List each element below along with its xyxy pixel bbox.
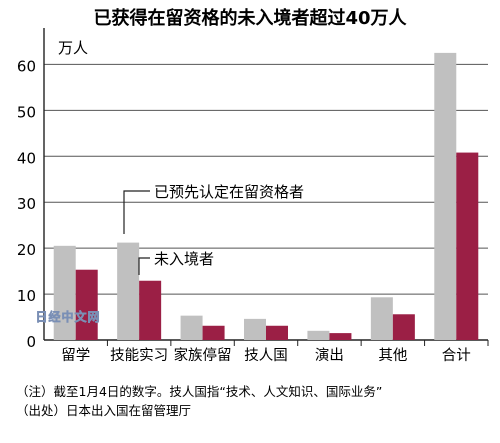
y-axis: 0 10 20 30 40 50 60: [17, 28, 45, 351]
bar-precertified: [434, 52, 457, 340]
y-unit-label: 万人: [58, 39, 88, 57]
x-tick-label: 家族停留: [174, 347, 232, 364]
bar-precertified: [53, 245, 76, 340]
bar-not-entered: [266, 325, 288, 340]
bar-precertified: [180, 315, 203, 340]
x-tick-label: 演出: [315, 347, 344, 364]
bar-precertified: [244, 318, 266, 340]
chart-title: 已获得在留资格的未入境者超过40万人: [93, 7, 407, 29]
x-tick-label: 合计: [442, 347, 471, 364]
y-tick-label: 0: [26, 333, 36, 351]
y-tick-label: 60: [17, 57, 36, 75]
series2-leader-line: [138, 257, 150, 275]
bar-not-entered: [139, 280, 162, 340]
x-axis-labels: 留学 技能实习 家族停留 技人国 演出 其他 合计: [61, 340, 489, 364]
series1-annotation: 已预先认定在留资格者: [154, 183, 304, 201]
bars: [53, 52, 479, 340]
series2-annotation: 未入境者: [154, 250, 214, 268]
x-tick-label: 技人国: [244, 347, 288, 364]
series1-leader-line: [123, 190, 150, 234]
y-tick-label: 30: [17, 195, 36, 213]
bar-precertified: [370, 297, 393, 340]
bar-not-entered: [202, 325, 225, 340]
bar-not-entered: [456, 152, 479, 340]
y-tick-label: 20: [17, 241, 36, 259]
x-tick-label: 留学: [61, 347, 90, 364]
x-tick-label: 技能实习: [110, 347, 168, 364]
bar-not-entered: [392, 314, 415, 340]
bar-precertified: [307, 330, 330, 340]
watermark: 日经中文网: [35, 309, 100, 324]
y-tick-label: 10: [17, 287, 36, 305]
y-tick-label: 40: [17, 149, 36, 167]
footnote: （注）截至1月4日的数字。技人国指“技术、人文知识、国际业务”: [16, 384, 382, 399]
y-tick-label: 50: [17, 103, 36, 121]
bar-precertified: [117, 242, 140, 340]
x-tick-label: 其他: [378, 347, 407, 364]
bar-not-entered: [329, 333, 352, 340]
grid-lines: [44, 63, 488, 341]
source-note: （出处）日本出入国在留管理厅: [16, 403, 191, 418]
bar-not-entered: [75, 269, 98, 340]
